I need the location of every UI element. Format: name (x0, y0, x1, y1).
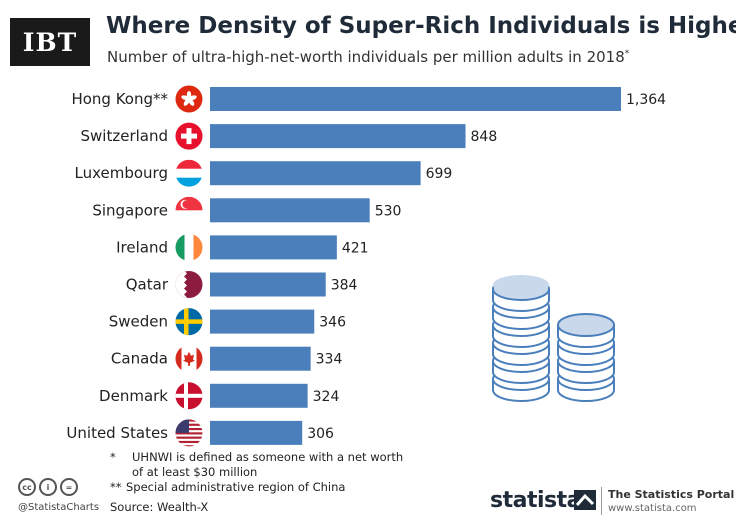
statista-logo[interactable]: statista (490, 488, 581, 513)
no-derivatives-icon: = (60, 478, 78, 496)
bar (210, 383, 308, 408)
denmark-flag-icon (175, 382, 203, 410)
value-label: 306 (307, 426, 334, 442)
category-label: Luxembourg (75, 164, 169, 182)
singapore-flag-icon (175, 196, 203, 224)
footnote-2: ** Special administrative region of Chin… (110, 480, 403, 495)
ireland-flag-icon (175, 233, 203, 261)
switzerland-flag-icon (175, 122, 203, 150)
subtitle-text: Number of ultra-high-net-worth individua… (107, 48, 625, 66)
chart-subtitle: Number of ultra-high-net-worth individua… (107, 48, 629, 66)
category-label: Hong Kong** (71, 90, 168, 108)
value-label: 530 (375, 203, 402, 219)
value-label: 324 (313, 389, 340, 405)
bar (210, 198, 370, 223)
source-note: Source: Wealth-X (110, 500, 209, 514)
category-label: Ireland (116, 238, 168, 256)
category-label: Switzerland (81, 127, 169, 145)
category-label: Singapore (92, 201, 168, 219)
value-label: 421 (342, 240, 369, 256)
category-label: Denmark (99, 387, 168, 405)
license-icons: cc i = (18, 478, 78, 496)
category-label: Qatar (126, 276, 169, 294)
bar (210, 161, 421, 186)
footnote-1-line1: UHNWI is defined as someone with a net w… (132, 450, 404, 464)
bar (210, 87, 621, 111)
bar (210, 420, 303, 445)
statista-logo-icon (574, 490, 596, 510)
portal-title: The Statistics Portal (608, 488, 735, 501)
footnote-2-text: Special administrative region of China (126, 480, 346, 494)
chart-title: Where Density of Super-Rich Individuals … (106, 13, 736, 39)
bar (210, 346, 311, 371)
bar (210, 235, 337, 260)
qatar-flag-icon (175, 271, 203, 298)
footnote-1-text: UHNWI is defined as someone with a net w… (132, 450, 403, 480)
coin-stack-small-icon (557, 313, 615, 402)
footer-divider (601, 487, 602, 515)
sweden-flag-icon (175, 308, 203, 336)
creative-commons-icon: cc (18, 478, 36, 496)
subtitle-footnote-mark: * (624, 49, 630, 59)
footnote-1-line2: of at least $30 million (132, 465, 258, 479)
footnotes: * UHNWI is defined as someone with a net… (110, 450, 403, 495)
bar (210, 272, 326, 297)
ibt-logo: IBT (10, 18, 90, 66)
luxembourg-flag-icon (175, 159, 203, 187)
value-label: 384 (331, 278, 358, 294)
united-states-flag-icon (175, 419, 203, 447)
value-label: 699 (426, 166, 453, 182)
footnote-1: * UHNWI is defined as someone with a net… (110, 450, 403, 480)
portal-url[interactable]: www.statista.com (608, 503, 697, 514)
category-label: United States (66, 424, 168, 442)
bar (210, 124, 466, 149)
statista-handle[interactable]: @StatistaCharts (18, 502, 100, 513)
category-label: Canada (111, 350, 168, 368)
hong-kong-flag-icon (175, 85, 203, 113)
value-label: 848 (471, 129, 498, 145)
bar (210, 309, 315, 334)
footnote-2-mark: ** (110, 480, 122, 494)
footnote-1-mark: * (110, 450, 116, 464)
category-label: Sweden (109, 313, 168, 331)
canada-flag-icon (175, 345, 203, 373)
attribution-icon: i (39, 478, 57, 496)
value-label: 334 (316, 352, 343, 368)
value-label: 346 (319, 315, 346, 331)
value-label: 1,364 (626, 92, 666, 108)
coin-stack-large-icon (492, 275, 550, 402)
